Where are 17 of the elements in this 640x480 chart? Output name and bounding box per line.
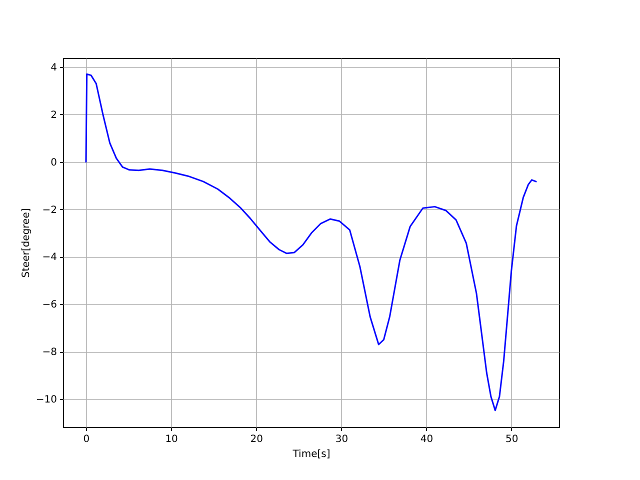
y-tick-label: 2 [50, 110, 57, 121]
x-tick-label: 40 [420, 434, 434, 445]
y-tick-label: −2 [42, 204, 57, 216]
x-tick-label: 30 [335, 434, 348, 445]
y-tick-label: −4 [42, 252, 57, 264]
line-series [85, 73, 537, 412]
y-tick-label: −8 [42, 347, 57, 358]
x-tick-label: 50 [505, 434, 518, 445]
y-axis-title: Steer[degree] [20, 208, 32, 278]
x-tick-label: 20 [250, 434, 263, 445]
y-tick-label: 0 [50, 157, 57, 168]
y-tick-label: −10 [36, 394, 57, 406]
x-tick-label: 0 [83, 434, 90, 445]
y-tick-label: −6 [42, 300, 57, 311]
x-axis-title: Time[s] [292, 449, 330, 460]
y-tick-label: 4 [50, 62, 57, 74]
x-tick-label: 10 [165, 434, 178, 445]
